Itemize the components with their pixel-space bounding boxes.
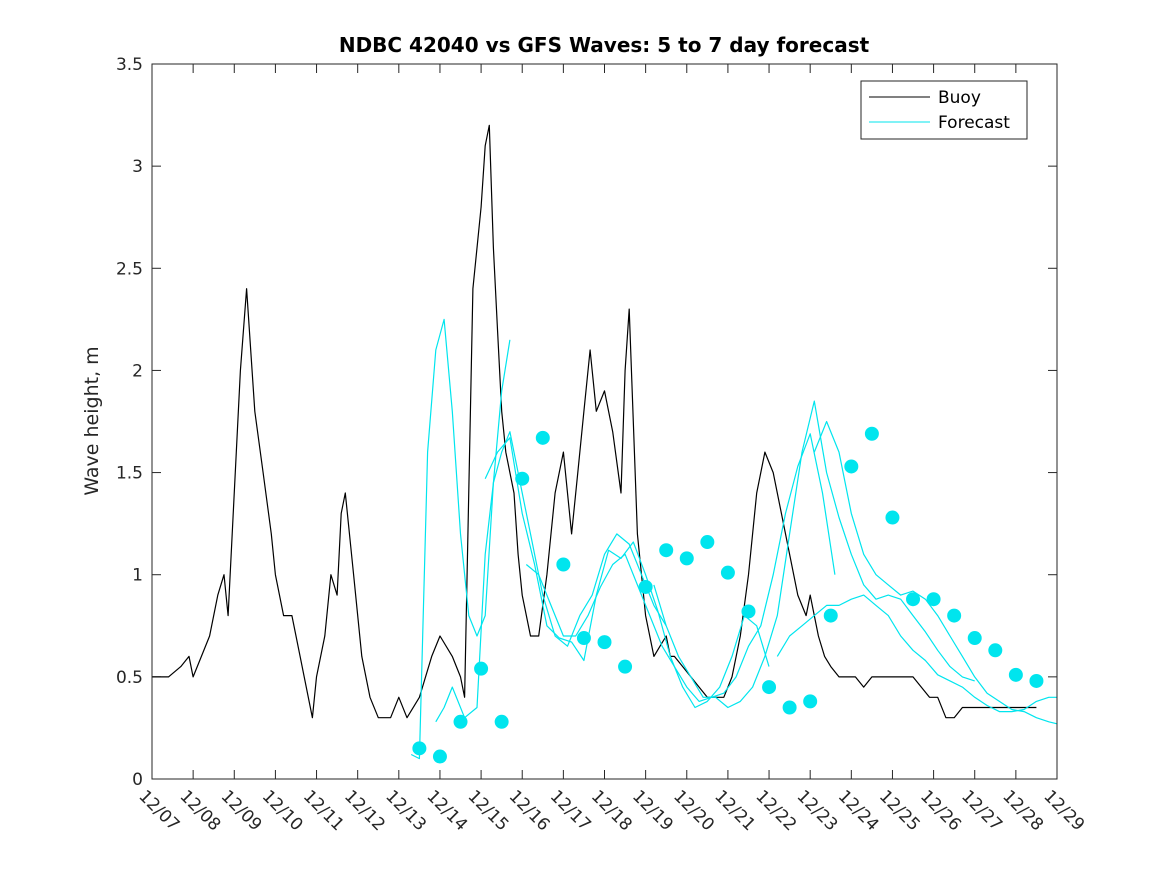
x-tick-label: 12/07 — [134, 786, 183, 835]
x-tick-label: 12/24 — [834, 786, 883, 835]
plot-area — [152, 64, 1057, 779]
legend-label-forecast: Forecast — [938, 113, 1010, 133]
x-tick-label: 12/12 — [340, 786, 389, 835]
forecast-marker — [576, 631, 591, 646]
y-tick-label: 3.5 — [116, 55, 143, 75]
legend-box — [860, 80, 1028, 140]
x-tick-label: 12/22 — [752, 786, 801, 835]
chart-title: NDBC 42040 vs GFS Waves: 5 to 7 day fore… — [339, 33, 870, 57]
forecast-marker — [618, 659, 633, 674]
forecast-marker — [988, 643, 1003, 658]
legend: Buoy Forecast — [860, 80, 1028, 140]
forecast-marker — [823, 608, 838, 623]
forecast-marker — [556, 557, 571, 572]
x-tick-label: 12/13 — [381, 786, 430, 835]
x-tick-label: 12/27 — [957, 786, 1006, 835]
forecast-marker — [906, 592, 921, 607]
x-tick-label: 12/21 — [710, 786, 759, 835]
marker-layer — [412, 426, 1044, 764]
plot-background — [152, 64, 1057, 779]
forecast-marker — [947, 608, 962, 623]
x-tick-label: 12/16 — [505, 786, 554, 835]
x-tick-label: 12/19 — [628, 786, 677, 835]
series-line-forecast-2 — [435, 431, 667, 723]
x-tick-label: 12/18 — [587, 786, 636, 835]
forecast-marker — [782, 700, 797, 715]
forecast-marker — [803, 694, 818, 709]
x-tick-label: 12/20 — [669, 786, 718, 835]
forecast-marker — [700, 535, 715, 550]
forecast-marker — [1008, 667, 1023, 682]
x-tick-label: 12/17 — [546, 786, 595, 835]
forecast-marker — [844, 459, 859, 474]
forecast-marker — [967, 631, 982, 646]
y-tick-label: 0.5 — [116, 668, 143, 688]
forecast-marker — [535, 430, 550, 445]
y-axis-label: Wave height, m — [81, 346, 103, 495]
series-line-forecast-7 — [813, 420, 1058, 725]
forecast-marker — [885, 510, 900, 525]
x-tick-label: 12/26 — [916, 786, 965, 835]
forecast-marker — [762, 680, 777, 695]
forecast-marker — [494, 714, 509, 729]
y-tick-label: 3 — [132, 157, 143, 177]
forecast-marker — [659, 543, 674, 558]
y-tick-label: 2.5 — [116, 259, 143, 279]
x-tick-label: 12/11 — [299, 786, 348, 835]
forecast-marker — [597, 635, 612, 650]
x-tick-label: 12/15 — [464, 786, 513, 835]
y-tick-label: 0 — [132, 770, 143, 790]
forecast-marker — [864, 426, 879, 441]
x-tick-label: 12/23 — [793, 786, 842, 835]
forecast-marker — [453, 714, 468, 729]
forecast-marker — [432, 749, 447, 764]
forecast-marker — [515, 471, 530, 486]
x-tick-label: 12/28 — [998, 786, 1047, 835]
x-tick-label: 12/08 — [176, 786, 225, 835]
forecast-marker — [412, 741, 427, 756]
forecast-marker — [679, 551, 694, 566]
y-tick-label: 2 — [132, 361, 143, 381]
series-line-forecast-5 — [653, 400, 975, 709]
series-layer — [152, 124, 1058, 760]
x-tick-label: 12/29 — [1039, 786, 1088, 835]
x-tick-label: 12/09 — [217, 786, 266, 835]
axes-border — [151, 63, 1058, 780]
axes-frame — [151, 63, 1058, 780]
forecast-marker — [926, 592, 941, 607]
forecast-marker — [720, 565, 735, 580]
x-tick-label: 12/14 — [422, 786, 471, 835]
legend-label-buoy: Buoy — [938, 88, 981, 108]
y-tick-label: 1.5 — [116, 464, 143, 484]
forecast-marker — [474, 661, 489, 676]
series-line-buoy — [152, 124, 1037, 719]
y-tick-label: 1 — [132, 566, 143, 586]
forecast-marker — [638, 579, 653, 594]
series-line-forecast-4 — [525, 433, 836, 703]
x-tick-label: 12/10 — [258, 786, 307, 835]
series-line-forecast-3 — [484, 437, 770, 709]
forecast-marker — [741, 604, 756, 619]
forecast-marker — [1029, 673, 1044, 688]
series-line-forecast-6 — [776, 594, 1057, 713]
x-tick-label: 12/25 — [875, 786, 924, 835]
